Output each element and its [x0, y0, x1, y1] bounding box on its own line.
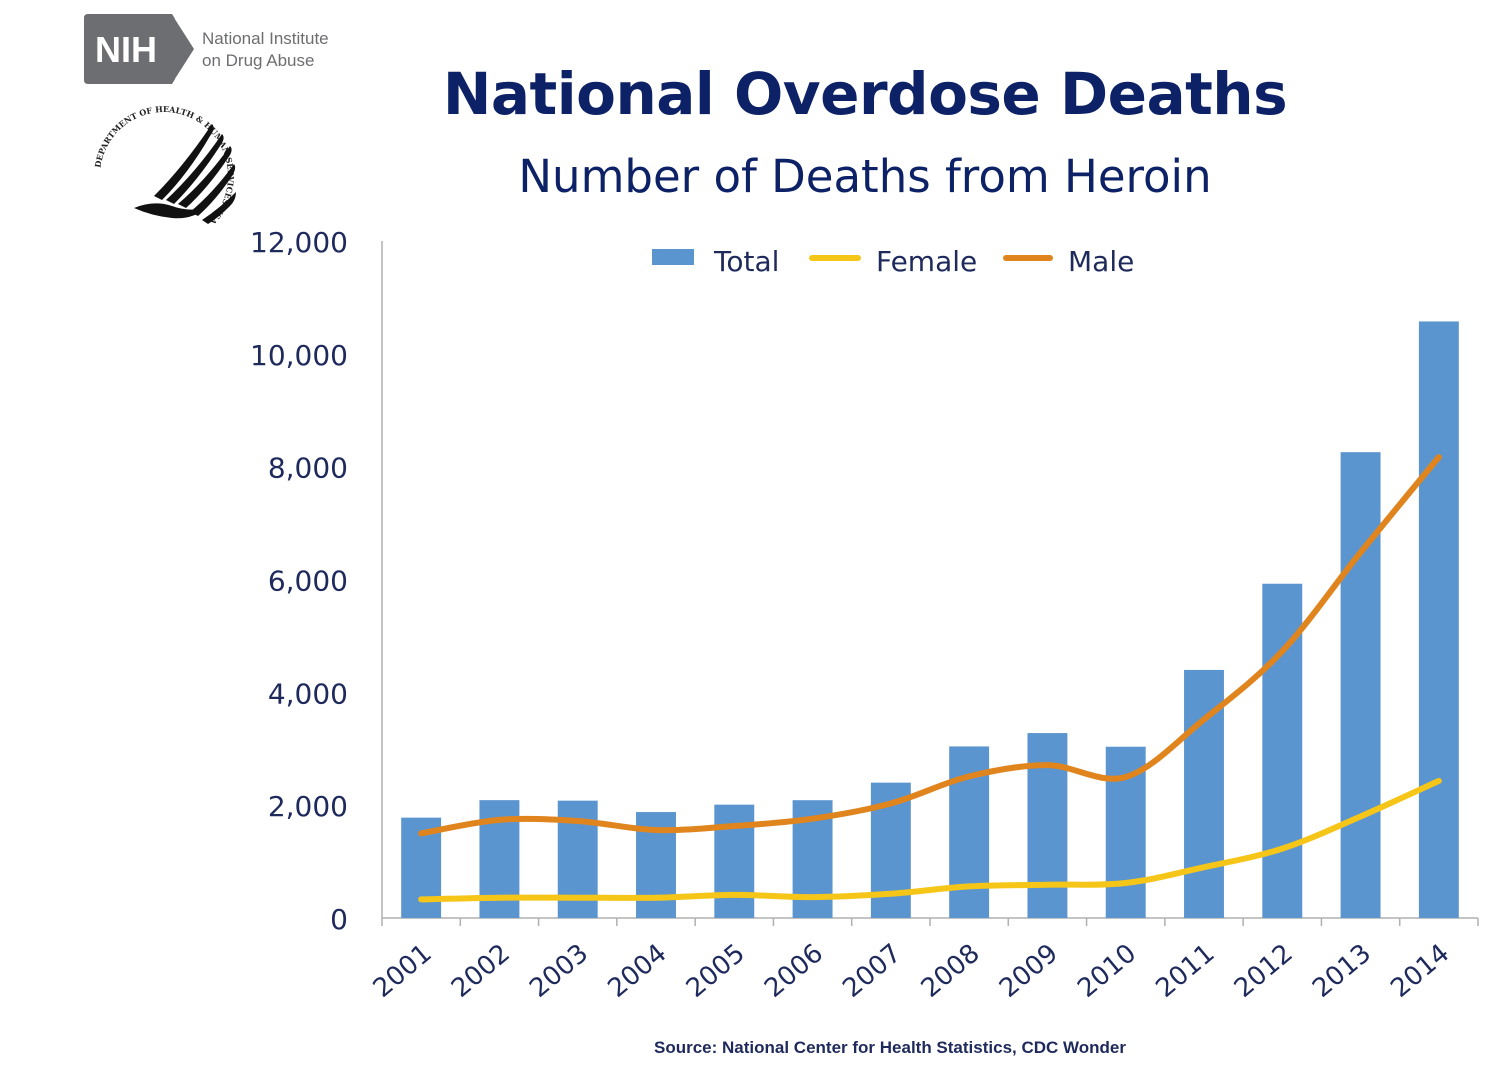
- legend-label-total: Total: [713, 245, 779, 278]
- y-tick-label: 4,000: [268, 677, 348, 710]
- source-note: Source: National Center for Health Stati…: [654, 1038, 1126, 1057]
- x-tick-label: 2007: [837, 938, 907, 1004]
- bars-total: [401, 321, 1459, 918]
- eagle-icon: [134, 124, 236, 224]
- legend-label-female: Female: [876, 245, 977, 278]
- x-tick-label: 2011: [1151, 938, 1221, 1004]
- axes: [381, 241, 1479, 926]
- y-tick-label: 0: [330, 903, 348, 936]
- legend-label-male: Male: [1068, 245, 1134, 278]
- x-tick-label: 2006: [759, 938, 829, 1004]
- bar-total: [1340, 452, 1381, 918]
- nih-chevron-logo: NIH: [84, 14, 196, 84]
- y-tick-label: 8,000: [268, 452, 348, 485]
- bar-total: [1027, 733, 1068, 918]
- line-male: [418, 454, 1442, 837]
- line-female: [418, 777, 1442, 903]
- bar-total: [714, 804, 755, 918]
- legend: Total Female Male: [652, 245, 1134, 278]
- x-tick-label: 2014: [1385, 938, 1455, 1004]
- x-tick-label: 2008: [916, 938, 986, 1004]
- y-tick-label: 2,000: [268, 790, 348, 823]
- x-tick-label: 2009: [994, 938, 1064, 1004]
- legend-swatch-total: [652, 249, 694, 265]
- y-tick-label: 12,000: [250, 226, 348, 259]
- x-tick-label: 2003: [524, 938, 594, 1004]
- lines: [418, 454, 1442, 903]
- y-tick-label: 6,000: [268, 565, 348, 598]
- x-tick-label: 2012: [1229, 938, 1299, 1004]
- nih-logo: NIH National Institute on Drug Abuse: [84, 14, 354, 84]
- nih-abbr: NIH: [95, 29, 157, 70]
- x-tick-label: 2010: [1072, 938, 1142, 1004]
- y-axis-ticks: 0 2,000 4,000 6,000 8,000 10,000 12,000: [250, 226, 348, 936]
- nih-name: National Institute on Drug Abuse: [202, 28, 329, 72]
- nih-name-line1: National Institute: [202, 29, 329, 48]
- y-tick-label: 10,000: [250, 339, 348, 372]
- x-tick-label: 2005: [681, 938, 751, 1004]
- x-tick-label: 2004: [603, 938, 673, 1004]
- x-tick-label: 2001: [368, 938, 438, 1004]
- nih-name-line2: on Drug Abuse: [202, 51, 315, 70]
- bar-total: [1418, 321, 1459, 918]
- chart-subtitle: Number of Deaths from Heroin: [518, 150, 1212, 203]
- x-tick-label: 2013: [1307, 938, 1377, 1004]
- x-tick-label: 2002: [446, 938, 516, 1004]
- x-axis-ticks: 2001 2002 2003 2004 2005 2006 2007 2008 2009 2010…: [368, 938, 1456, 1004]
- hhs-seal-icon: DEPARTMENT OF HEALTH & HUMAN SERVICES·US…: [93, 104, 237, 227]
- chart-title: National Overdose Deaths: [442, 60, 1288, 128]
